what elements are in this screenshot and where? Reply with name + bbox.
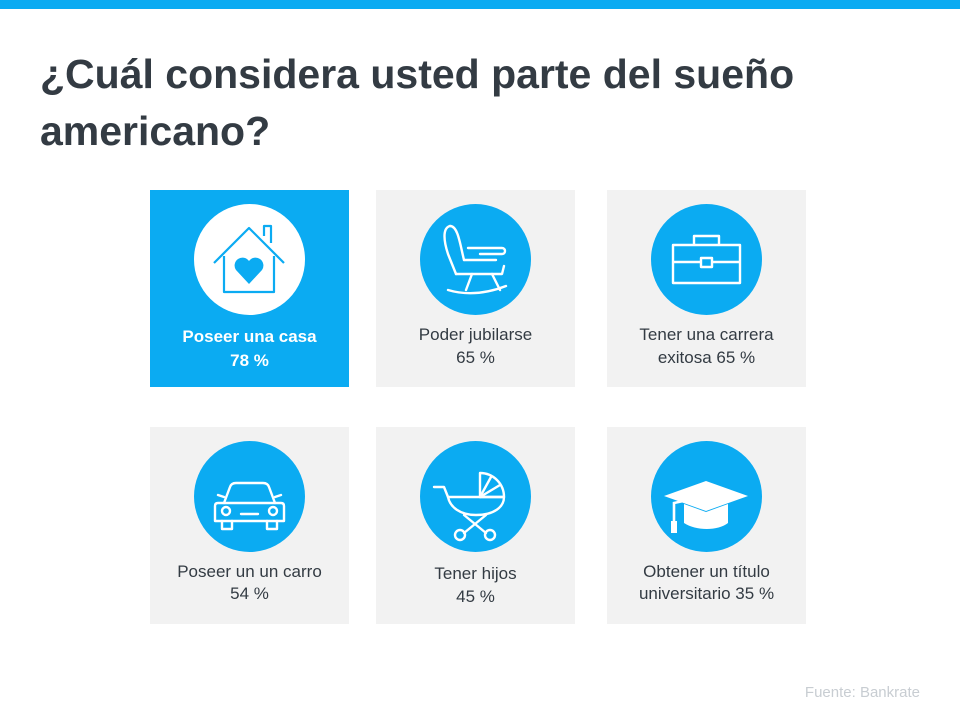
card-label-line1: Obtener un título <box>643 562 770 581</box>
icon-circle <box>194 441 305 552</box>
icon-circle <box>651 204 762 315</box>
source-credit: Fuente: Bankrate <box>804 684 920 701</box>
card-career: Tener una carrera exitosa 65 % <box>607 190 806 387</box>
icon-circle <box>651 441 762 552</box>
card-own-home: Poseer una casa 78 % <box>150 190 349 387</box>
card-label-line1: Poseer una casa <box>182 327 317 346</box>
card-label-line2: 78 % <box>230 351 269 370</box>
card-label-line1: Tener una carrera <box>639 325 774 344</box>
top-accent-bar <box>0 0 960 9</box>
card-have-children: Tener hijos 45 % <box>376 427 575 624</box>
page-title: ¿Cuál considera usted parte del sueño am… <box>40 51 795 154</box>
briefcase-icon <box>671 234 742 285</box>
card-label-line2: 54 % <box>230 584 269 603</box>
card-label-line1: Poseer un un carro <box>177 562 322 581</box>
icon-circle <box>194 204 305 315</box>
icon-circle <box>420 204 531 315</box>
card-label-line1: Tener hijos <box>434 564 517 583</box>
rocking-chair-icon <box>443 224 508 295</box>
graduation-cap-icon <box>664 481 748 533</box>
icon-circle <box>420 441 531 552</box>
card-label-line2: exitosa 65 % <box>657 348 756 367</box>
card-retire: Poder jubilarse 65 % <box>376 190 575 387</box>
baby-stroller-icon <box>432 471 506 542</box>
card-label-line2: universitario 35 % <box>638 584 775 603</box>
card-label-line2: 65 % <box>456 348 495 367</box>
car-icon <box>213 481 286 531</box>
card-label-line1: Poder jubilarse <box>418 325 533 344</box>
card-degree: Obtener un título universitario 35 % <box>607 427 806 624</box>
house-heart-icon <box>213 224 285 294</box>
card-label-line2: 45 % <box>456 587 495 606</box>
card-own-car: Poseer un un carro 54 % <box>150 427 349 624</box>
